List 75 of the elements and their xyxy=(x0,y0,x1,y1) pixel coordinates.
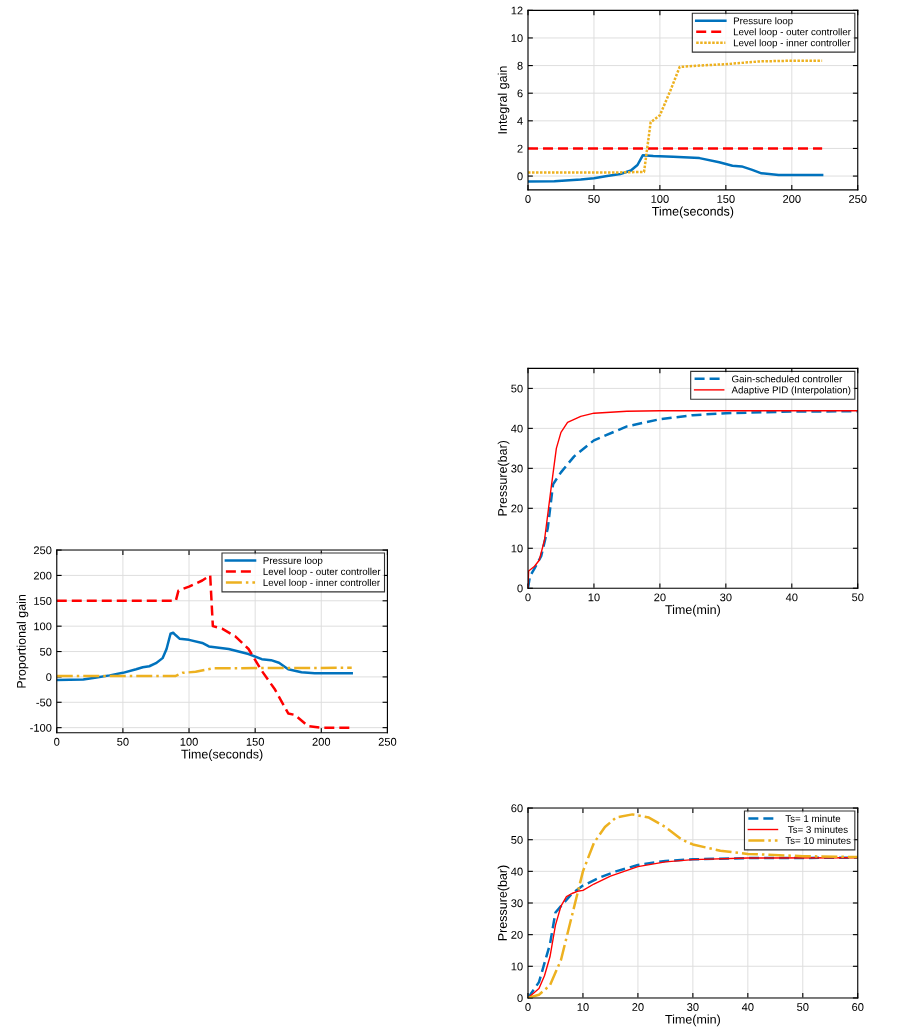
y-axis-title: Pressure(bar) xyxy=(497,440,510,516)
legend-label: Ts= 3 minutes xyxy=(788,825,848,834)
y-tick-label: 50 xyxy=(511,384,523,393)
x-tick-label: 10 xyxy=(577,1003,589,1011)
x-axis-title: Time(min) xyxy=(665,604,720,617)
line-series xyxy=(527,59,824,174)
y-tick-label: 30 xyxy=(511,899,523,908)
x-tick-label: 0 xyxy=(525,195,531,203)
y-axis-title: Pressure(bar) xyxy=(497,865,510,941)
y-tick-label: 10 xyxy=(511,34,523,43)
y-tick-label: 12 xyxy=(511,6,523,15)
legend-label: Pressure loop xyxy=(733,17,793,27)
x-tick-label: 50 xyxy=(797,1003,809,1011)
legend-label: Pressure loop xyxy=(263,556,323,566)
y-tick-label: 0 xyxy=(46,673,52,682)
x-tick-label: 200 xyxy=(312,737,331,746)
x-tick-label: 150 xyxy=(717,195,735,203)
legend-label: Gain-scheduled controller xyxy=(732,375,843,383)
legend-label: Ts= 1 minute xyxy=(785,814,841,822)
x-tick-label: 0 xyxy=(54,737,60,746)
line-series xyxy=(56,666,353,678)
legend-label: Adaptive PID (Interpolation) xyxy=(731,386,851,396)
x-tick-label: 100 xyxy=(180,737,198,746)
x-tick-label: 150 xyxy=(246,737,264,746)
x-tick-label: 40 xyxy=(785,593,798,602)
x-tick-label: 10 xyxy=(588,593,600,602)
y-axis-title: Proportional gain xyxy=(16,594,29,688)
y-tick-label: 10 xyxy=(511,962,523,971)
line-series xyxy=(527,154,824,183)
y-axis-title: Integral gain xyxy=(497,66,510,134)
x-tick-label: 50 xyxy=(852,593,864,602)
legend-label: Level loop - outer controller xyxy=(733,28,851,38)
legend-label: Level loop - inner controller xyxy=(263,578,380,588)
legend-label: Level loop - inner controller xyxy=(733,39,851,49)
legend-label: Ts= 10 minutes xyxy=(785,836,851,845)
x-axis-title: Time(min) xyxy=(665,1014,720,1027)
x-tick-label: 60 xyxy=(852,1003,864,1011)
y-tick-label: 50 xyxy=(39,647,52,656)
x-tick-label: 30 xyxy=(687,1003,699,1011)
x-tick-label: 0 xyxy=(525,593,531,602)
y-tick-label: 40 xyxy=(511,867,523,876)
y-tick-label: 8 xyxy=(517,61,523,70)
x-axis-title: Time(seconds) xyxy=(181,749,263,761)
line-series xyxy=(56,631,353,682)
x-tick-label: 100 xyxy=(651,195,669,203)
y-tick-label: 100 xyxy=(34,622,52,631)
x-tick-label: 250 xyxy=(378,737,397,746)
y-tick-label: 0 xyxy=(517,584,523,593)
x-tick-label: 20 xyxy=(632,1003,644,1011)
y-tick-label: 2 xyxy=(517,144,523,153)
y-tick-label: 10 xyxy=(511,544,523,553)
x-tick-label: 40 xyxy=(741,1003,754,1011)
x-tick-label: 50 xyxy=(588,195,600,203)
y-tick-label: 30 xyxy=(511,464,523,473)
x-tick-label: 250 xyxy=(849,195,867,203)
x-tick-label: 50 xyxy=(117,737,129,746)
x-tick-label: 30 xyxy=(720,593,732,602)
y-tick-label: 0 xyxy=(517,994,523,1003)
y-tick-label: -100 xyxy=(30,723,52,732)
y-tick-label: 250 xyxy=(33,546,52,555)
legend-label: Level loop - outer controller xyxy=(263,567,381,577)
y-tick-label: 20 xyxy=(511,930,523,939)
x-tick-label: 200 xyxy=(783,195,801,203)
y-tick-label: 40 xyxy=(511,424,523,433)
x-tick-label: 20 xyxy=(654,593,666,602)
x-axis-title: Time(seconds) xyxy=(652,206,734,219)
y-tick-label: -50 xyxy=(36,698,52,707)
y-tick-label: 50 xyxy=(511,835,523,844)
y-tick-label: 60 xyxy=(511,804,523,813)
y-tick-label: 4 xyxy=(517,117,523,125)
y-tick-label: 0 xyxy=(517,172,523,181)
x-tick-label: 0 xyxy=(525,1003,531,1011)
y-tick-label: 200 xyxy=(33,571,52,580)
y-tick-label: 20 xyxy=(511,504,523,513)
y-tick-label: 6 xyxy=(517,89,523,98)
